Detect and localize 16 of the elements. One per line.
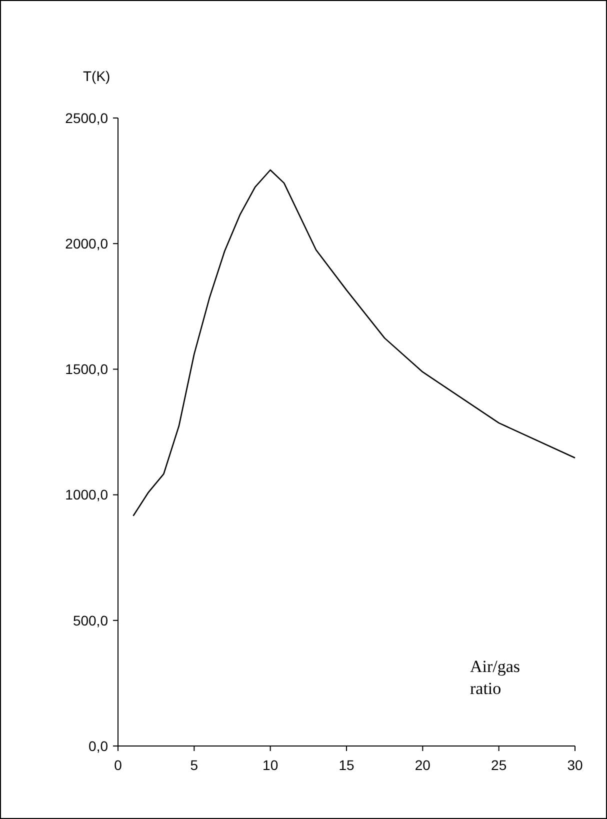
x-tick-label: 25 [491,757,507,773]
x-tick-label: 5 [190,757,198,773]
line-series [132,169,576,517]
y-tick-label: 1000,0 [65,486,108,503]
x-tick-label: 30 [567,757,583,773]
y-tick-label: 0,0 [88,738,108,754]
y-tick-label: 500,0 [72,612,108,628]
x-tick-label: 20 [414,757,431,773]
x-tick-label: 0 [114,757,122,773]
y-tick-label: 2500,0 [65,110,108,126]
x-tick-label: 15 [338,757,354,773]
y-tick-label: 2000,0 [65,236,108,252]
x-axis-title: Air/gas ratio [470,657,520,698]
x-tick-label: 10 [262,757,278,773]
y-tick-label: 1500,0 [65,361,108,378]
y-axis-title: T(K) [83,68,110,84]
